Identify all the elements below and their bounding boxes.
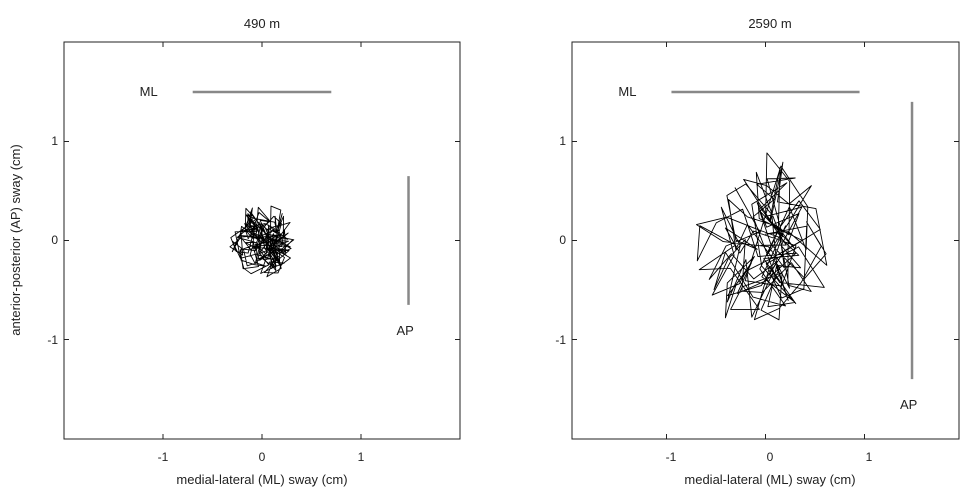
- panel-left-ytick-label: -1: [47, 333, 58, 347]
- panel-right-ytick-label: 1: [559, 134, 566, 148]
- panel-right-xtick-label: -1: [666, 450, 677, 464]
- panel-right-ytick-label: 0: [559, 233, 566, 247]
- panel-left-xtick-label: -1: [158, 450, 169, 464]
- panel-left-ylabel: anterior-posterior (AP) sway (cm): [8, 144, 23, 335]
- panel-left-ytick-label: 1: [51, 134, 58, 148]
- panel-left: 490 m anterior-posterior (AP) sway (cm) …: [8, 16, 461, 487]
- panel-left-ap-label: AP: [397, 323, 414, 338]
- panel-right-sway-trace: [696, 152, 828, 321]
- panel-left-xlabel: medial-lateral (ML) sway (cm): [176, 472, 347, 487]
- panel-right-xtick-label: 1: [866, 450, 873, 464]
- panel-right-xlabel: medial-lateral (ML) sway (cm): [684, 472, 855, 487]
- panel-left-ytick-label: 0: [51, 233, 58, 247]
- panel-right: 2590 m medial-lateral (ML) sway (cm) -1 …: [555, 16, 960, 487]
- panel-right-tick-marks: [572, 42, 959, 439]
- panel-right-ytick-label: -1: [555, 333, 566, 347]
- panel-right-frame: [571, 41, 960, 440]
- panel-left-title: 490 m: [244, 16, 280, 31]
- panel-left-tick-marks: [64, 42, 460, 439]
- panel-right-title: 2590 m: [748, 16, 791, 31]
- panel-left-ml-label: ML: [140, 84, 158, 99]
- panel-left-xtick-label: 0: [259, 450, 266, 464]
- panel-right-ap-label: AP: [900, 397, 917, 412]
- panel-left-xtick-label: 1: [358, 450, 365, 464]
- panel-right-xtick-label: 0: [767, 450, 774, 464]
- panel-left-sway-trace: [229, 205, 295, 278]
- panel-right-ml-label: ML: [618, 84, 636, 99]
